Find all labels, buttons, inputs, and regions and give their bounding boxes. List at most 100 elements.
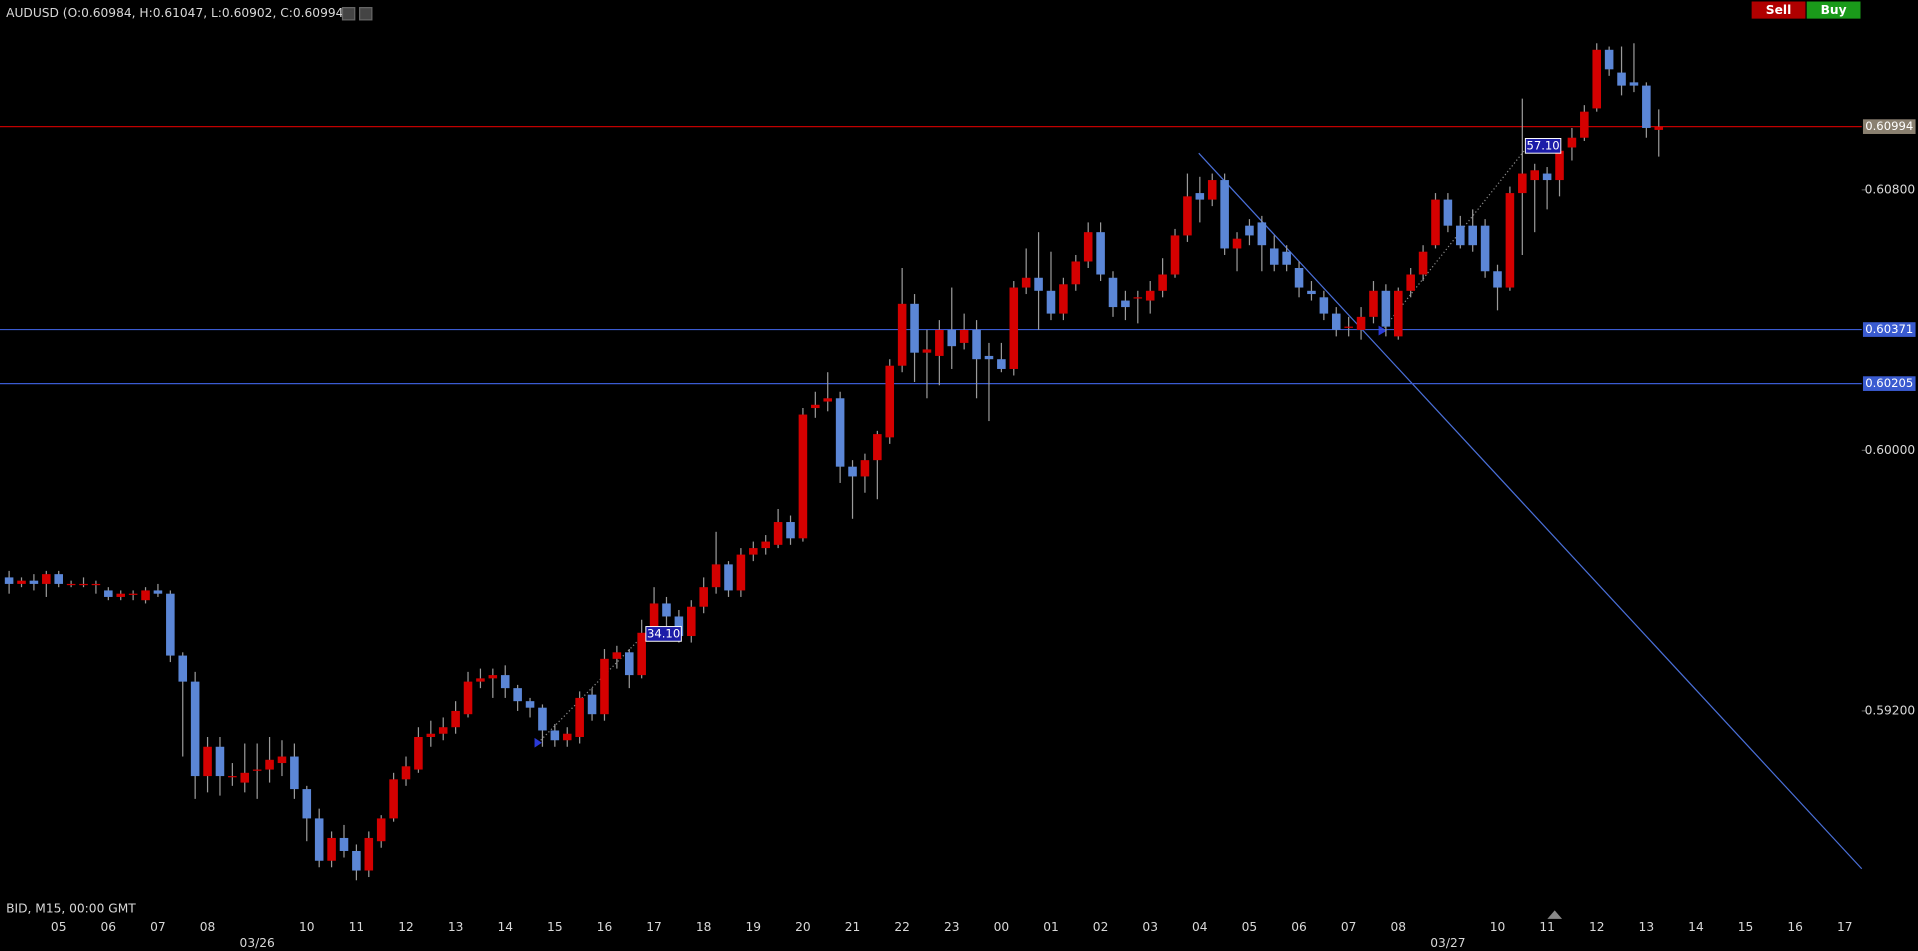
candle-body — [1406, 274, 1415, 291]
candle — [1108, 271, 1118, 317]
candle-body — [575, 697, 584, 737]
candle — [128, 590, 138, 601]
candle-body — [885, 365, 895, 438]
candle — [724, 561, 733, 597]
candle — [414, 727, 423, 773]
x-tick-label: 14 — [1688, 920, 1704, 934]
candle-body — [166, 593, 175, 656]
y-tick-label: 0.60800 — [1865, 182, 1916, 196]
candle-body — [922, 349, 932, 353]
candle-body — [1071, 261, 1081, 285]
candle — [426, 720, 436, 747]
x-tick-label: 07 — [1341, 920, 1357, 934]
price-label: 0.60205 — [1865, 376, 1913, 390]
candle-body — [1356, 316, 1366, 330]
candle-body — [600, 658, 609, 715]
x-tick-label: 14 — [497, 920, 513, 934]
candle — [612, 645, 622, 669]
candle — [1021, 248, 1031, 295]
candle-body — [1021, 277, 1031, 288]
candle — [600, 649, 609, 721]
candle-body — [116, 593, 126, 597]
y-tick-label: 0.59200 — [1865, 703, 1916, 717]
candle-body — [1121, 300, 1130, 308]
sell-button-label[interactable]: Sell — [1766, 3, 1791, 17]
candle-body — [1567, 137, 1577, 148]
candle-body — [4, 577, 14, 584]
candle-body — [550, 730, 560, 741]
header-icon[interactable] — [359, 7, 373, 21]
candle — [1480, 219, 1490, 278]
candle — [662, 596, 671, 627]
candle-body — [414, 736, 423, 770]
candle-body — [128, 593, 138, 595]
candle-body — [79, 583, 88, 586]
candle — [910, 294, 919, 382]
candle — [1443, 193, 1453, 233]
measure-marker — [1378, 325, 1388, 336]
candle — [1505, 186, 1515, 291]
candle-body — [1654, 126, 1664, 130]
candle-body — [1009, 287, 1019, 369]
buy-button-bg[interactable] — [1806, 1, 1861, 19]
candle — [1269, 235, 1279, 272]
price-label: 0.60371 — [1865, 322, 1913, 336]
candle — [959, 313, 969, 350]
candle-body — [54, 574, 63, 584]
candle-body — [1542, 173, 1552, 181]
candle — [1183, 173, 1192, 242]
candle — [811, 391, 820, 418]
candle-body — [339, 837, 349, 851]
candle-body — [1183, 196, 1192, 236]
candle-body — [1555, 150, 1564, 181]
sell-button[interactable]: Sell — [1751, 1, 1806, 19]
candle-body — [562, 733, 572, 741]
candle — [1518, 98, 1527, 255]
candle — [1145, 281, 1155, 314]
candle — [401, 756, 411, 786]
candle — [1642, 82, 1651, 138]
x-tick-label: 06 — [101, 920, 117, 934]
candle-body — [1083, 232, 1093, 262]
x-tick-label: 08 — [200, 920, 216, 934]
candle — [525, 697, 535, 718]
candle-body — [153, 590, 163, 594]
candle-body — [773, 522, 783, 545]
buy-button[interactable]: Buy — [1806, 1, 1861, 19]
candle — [438, 717, 448, 741]
sell-button-bg[interactable] — [1751, 1, 1806, 19]
candle-body — [786, 522, 795, 539]
candle-body — [252, 769, 262, 771]
candle — [4, 570, 14, 594]
candle — [1356, 307, 1366, 340]
candle — [1567, 127, 1577, 161]
candle-body — [364, 837, 374, 871]
candle-body — [488, 675, 498, 679]
candle-body — [823, 398, 833, 402]
candle-body — [1282, 251, 1291, 265]
candle-body — [1257, 222, 1267, 246]
candle-body — [1195, 193, 1205, 200]
candle — [575, 691, 584, 744]
candle-body — [1443, 199, 1453, 226]
candle-body — [947, 329, 957, 347]
candle-body — [873, 434, 882, 461]
candle-body — [749, 548, 758, 555]
candle-body — [1456, 225, 1465, 246]
header-icon[interactable] — [341, 7, 356, 21]
candle-body — [178, 655, 188, 682]
candle — [1133, 290, 1143, 324]
candle — [1083, 222, 1093, 268]
measure-line — [1381, 144, 1530, 331]
candle — [252, 743, 262, 799]
candle — [1220, 173, 1229, 255]
scroll-marker[interactable] — [1547, 910, 1563, 919]
candle-body — [860, 460, 870, 477]
candle-body — [835, 398, 845, 467]
candle — [637, 619, 646, 679]
x-tick-label: 16 — [597, 920, 613, 934]
buy-button-label[interactable]: Buy — [1821, 3, 1847, 17]
candle-body — [314, 818, 324, 861]
candle — [79, 577, 88, 588]
